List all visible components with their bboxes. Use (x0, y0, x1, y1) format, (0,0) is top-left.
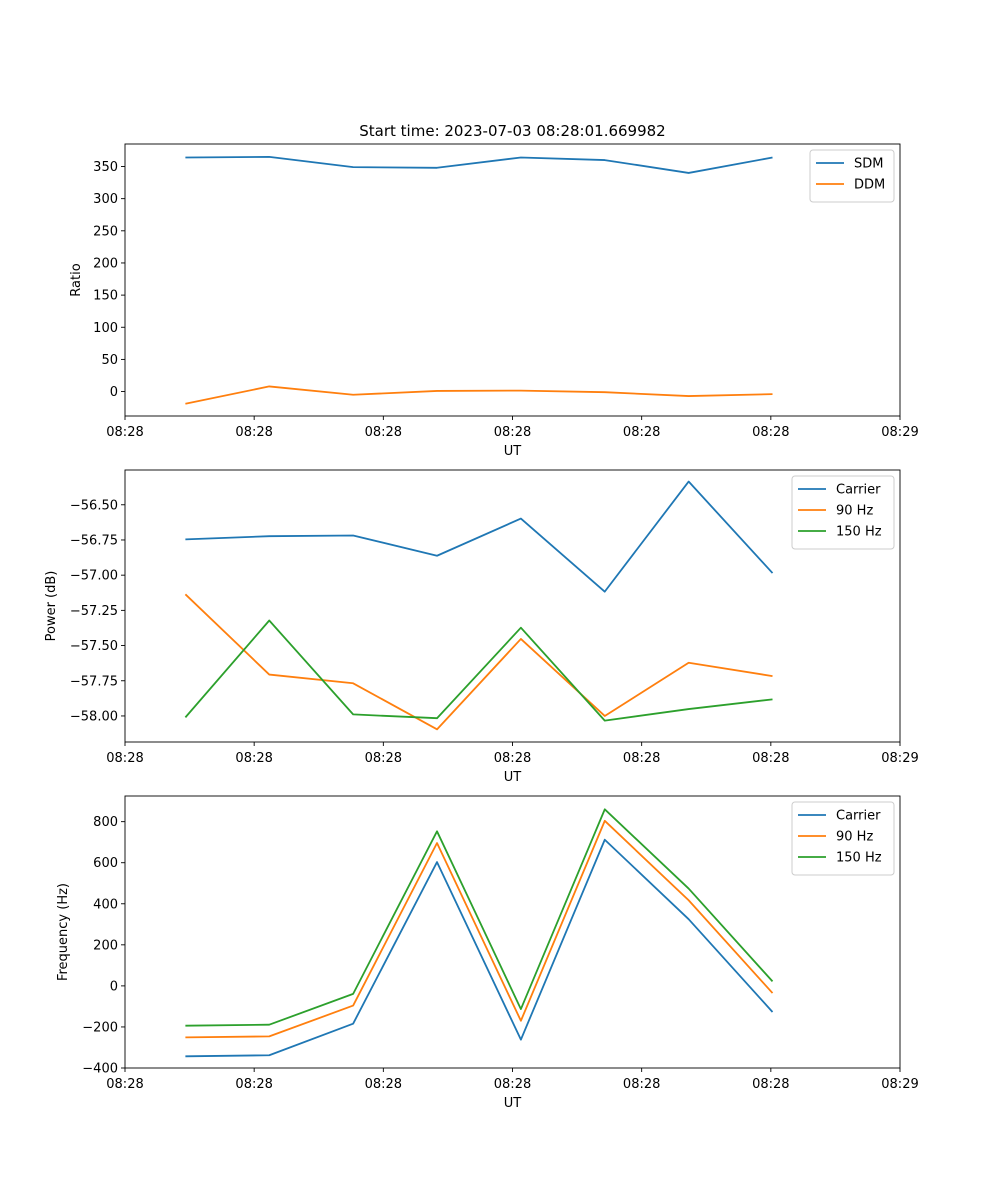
y-axis-label: Frequency (Hz) (56, 883, 71, 981)
panel-frequency: 08:28 08:28 08:28 08:28 08:28 08:28 08:29 −400 −… (56, 795, 919, 1111)
y-tick-label: −400 (82, 1062, 118, 1077)
x-axis-label: UT (504, 1096, 522, 1111)
legend-label: SDM (854, 157, 883, 172)
y-tick-label: −57.75 (70, 674, 118, 689)
y-tick-label: 0 (110, 385, 118, 400)
y-tick-label: −200 (82, 1020, 118, 1035)
series-line-150-hz (185, 808, 774, 1027)
x-tick-label: 08:28 (235, 751, 272, 766)
panel-power: 08:28 08:28 08:28 08:28 08:28 08:28 08:29 −58.0… (44, 469, 919, 785)
x-tick-label: 08:28 (106, 425, 143, 440)
y-tick-label: 150 (93, 289, 118, 304)
legend: SDM DDM (809, 149, 895, 203)
x-tick-label: 08:28 (752, 1077, 789, 1092)
series-line-90-hz (184, 593, 773, 731)
y-tick-label: 50 (101, 353, 118, 368)
x-tick-label: 08:28 (752, 751, 789, 766)
y-axis-label: Power (dB) (44, 571, 59, 642)
legend-label: Carrier (836, 483, 881, 498)
series-line-sdm (185, 155, 773, 174)
x-tick-label: 08:29 (881, 751, 918, 766)
legend: Carrier 90 Hz 150 Hz (791, 801, 895, 876)
y-tick-label: 200 (93, 938, 118, 953)
series-line-carrier (185, 480, 774, 593)
series-line-150-hz (184, 619, 773, 722)
y-axis-label: Ratio (69, 263, 84, 296)
legend-label: 150 Hz (836, 525, 882, 540)
x-axis-label: UT (504, 770, 522, 785)
y-tick-label: −57.50 (70, 639, 118, 654)
y-tick-label: 350 (93, 160, 118, 175)
x-tick-label: 08:28 (623, 425, 660, 440)
series-line-ddm (185, 385, 773, 405)
x-tick-label: 08:28 (106, 751, 143, 766)
chart-title: Start time: 2023-07-03 08:28:01.669982 (359, 122, 665, 140)
x-axis-label: UT (504, 444, 522, 459)
y-tick-label: 400 (93, 897, 118, 912)
x-tick-label: 08:28 (365, 751, 402, 766)
x-tick-label: 08:28 (494, 751, 531, 766)
y-tick-label: −56.75 (70, 533, 118, 548)
x-tick-label: 08:28 (494, 1077, 531, 1092)
x-tick-label: 08:29 (881, 1077, 918, 1092)
y-tick-label: −56.50 (70, 498, 118, 513)
x-tick-label: 08:28 (235, 425, 272, 440)
legend: Carrier 90 Hz 150 Hz (791, 475, 895, 550)
y-tick-label: 100 (93, 321, 118, 336)
y-tick-label: −57.00 (70, 569, 118, 584)
series-line-90-hz (185, 819, 774, 1039)
legend-label: Carrier (836, 809, 881, 824)
y-tick-label: −57.25 (70, 604, 118, 619)
y-tick-label: 250 (93, 224, 118, 239)
y-tick-label: 0 (110, 979, 118, 994)
x-tick-label: 08:28 (752, 425, 789, 440)
x-tick-label: 08:28 (365, 425, 402, 440)
y-tick-label: 300 (93, 192, 118, 207)
x-tick-label: 08:28 (235, 1077, 272, 1092)
panel-ratio: 08:28 08:28 08:28 08:28 08:28 08:28 08:29 0 50 10… (69, 143, 919, 459)
legend-label: 90 Hz (836, 504, 873, 519)
legend-label: DDM (854, 178, 885, 193)
x-tick-label: 08:28 (623, 751, 660, 766)
y-tick-label: 600 (93, 856, 118, 871)
legend-label: 90 Hz (836, 830, 873, 845)
legend-label: 150 Hz (836, 851, 882, 866)
y-tick-label: 200 (93, 256, 118, 271)
x-tick-label: 08:29 (881, 425, 918, 440)
x-tick-label: 08:28 (106, 1077, 143, 1092)
y-tick-label: 800 (93, 815, 118, 830)
x-tick-label: 08:28 (623, 1077, 660, 1092)
x-tick-label: 08:28 (365, 1077, 402, 1092)
x-tick-label: 08:28 (494, 425, 531, 440)
series-line-carrier (185, 838, 774, 1058)
y-tick-label: −58.00 (70, 709, 118, 724)
